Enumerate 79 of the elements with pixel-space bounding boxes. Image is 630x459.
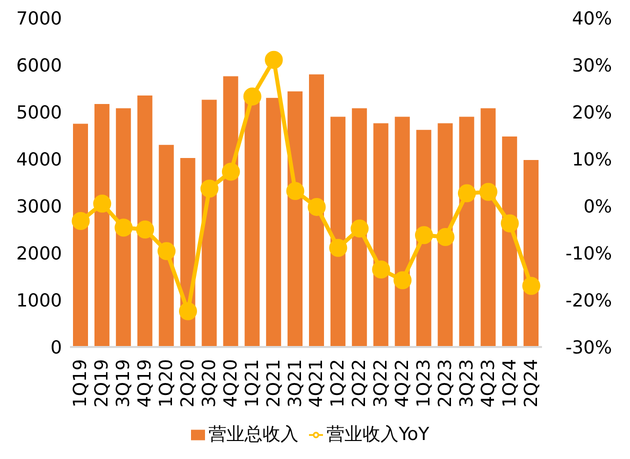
point — [222, 162, 240, 181]
y-tick-label: 3000 — [16, 196, 62, 218]
bar — [373, 123, 388, 347]
x-tick-label: 1Q20 — [156, 359, 178, 408]
x-tick-label: 2Q22 — [349, 359, 370, 408]
point — [243, 87, 262, 106]
y2-tick-label: -20% — [565, 290, 612, 312]
y2-tick-label: 40% — [572, 8, 612, 30]
point — [329, 238, 348, 257]
x-tick-label: 2Q20 — [178, 359, 198, 408]
x-tick-label: 3Q19 — [113, 359, 134, 408]
x-tick-label: 1Q21 — [242, 359, 263, 408]
x-tick-label: 1Q24 — [499, 359, 520, 408]
point — [179, 302, 197, 320]
y-tick-label: 2000 — [16, 243, 62, 264]
x-tick-label: 2Q23 — [434, 359, 456, 408]
x-tick-label: 2Q19 — [92, 359, 113, 408]
bar — [480, 108, 496, 347]
x-tick-label: 4Q21 — [306, 359, 328, 408]
x-tick-label: 1Q22 — [328, 359, 349, 408]
bar — [266, 98, 282, 347]
point — [308, 198, 326, 216]
bar — [502, 136, 518, 347]
point — [136, 220, 154, 238]
bar — [137, 96, 152, 347]
x-tick-label: 2Q24 — [520, 359, 542, 408]
y-tick-label: 5000 — [16, 102, 62, 124]
point — [394, 271, 412, 290]
bar — [330, 116, 346, 347]
x-tick-label: 2Q21 — [263, 359, 284, 408]
y2-tick-label: 10% — [572, 149, 612, 170]
point — [264, 50, 283, 69]
y-tick-label: 1000 — [16, 290, 62, 312]
point — [158, 242, 176, 260]
x-tick-label: 1Q19 — [70, 359, 92, 408]
y-tick-label: 0 — [50, 337, 62, 358]
bar — [352, 108, 367, 347]
point — [200, 180, 218, 198]
bar — [94, 104, 110, 347]
y2-tick-label: 20% — [572, 102, 612, 124]
bar — [459, 116, 474, 347]
x-tick-label: 3Q23 — [456, 359, 478, 408]
y-tick-label: 4000 — [16, 149, 62, 170]
point — [479, 182, 498, 201]
y2-tick-label: 30% — [572, 55, 612, 76]
x-tick-label: 4Q22 — [392, 359, 414, 408]
bar — [73, 124, 88, 347]
point — [436, 228, 454, 246]
x-tick-label: 4Q19 — [134, 359, 156, 408]
point — [372, 260, 390, 278]
point — [500, 214, 519, 232]
bar — [158, 144, 174, 347]
bar — [416, 130, 432, 347]
point — [350, 220, 369, 238]
bar — [223, 76, 238, 347]
point — [458, 184, 476, 202]
bar — [116, 108, 131, 347]
x-tick-label: 3Q21 — [284, 359, 306, 408]
x-tick-label: 3Q20 — [198, 359, 220, 408]
x-tick-label: 4Q23 — [478, 359, 499, 408]
point — [72, 212, 90, 230]
x-tick-label: 3Q22 — [370, 359, 392, 408]
y2-tick-label: -30% — [565, 337, 612, 358]
legend-label: 营业总收入 — [208, 424, 299, 445]
bar — [394, 116, 410, 347]
point — [286, 182, 304, 200]
bar — [438, 123, 453, 347]
bar — [309, 74, 324, 347]
y2-tick-label: -10% — [565, 243, 612, 264]
point — [93, 194, 112, 213]
x-tick-label: 1Q23 — [414, 359, 434, 408]
point — [415, 226, 433, 244]
y-tick-label: 7000 — [16, 8, 62, 30]
legend-label: 营业收入YoY — [326, 424, 430, 445]
y2-tick-label: 0% — [583, 196, 612, 218]
x-tick-label: 4Q20 — [220, 359, 242, 408]
y-tick-label: 6000 — [16, 55, 62, 76]
point — [522, 276, 540, 295]
point — [114, 218, 133, 237]
